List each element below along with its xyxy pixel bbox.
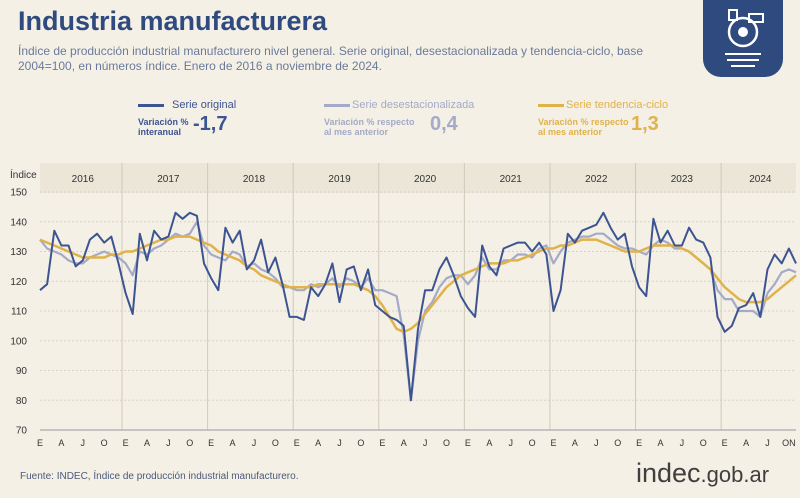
x-tick-label: E bbox=[636, 438, 642, 448]
stat-label-desest: Variación % respecto al mes anterior bbox=[324, 117, 415, 137]
y-tick-label: 80 bbox=[16, 396, 28, 407]
x-tick-label: O bbox=[443, 438, 450, 448]
year-label: 2017 bbox=[157, 174, 180, 185]
stat-label-line1: Variación % respecto bbox=[538, 117, 629, 127]
stat-label-line2: al mes anterior bbox=[538, 127, 603, 137]
legend-tendencia: Serie tendencia-ciclo bbox=[566, 99, 669, 111]
stat-label-line1: Variación % bbox=[138, 117, 189, 127]
x-tick-label: O bbox=[357, 438, 364, 448]
legend-swatch-original bbox=[138, 104, 164, 107]
x-tick-label: E bbox=[294, 438, 300, 448]
x-tick-label: A bbox=[657, 438, 663, 448]
brand-main: indec bbox=[636, 458, 701, 488]
production-index-chart: Índice 70 80 90 100 110 120 130 140 150 2016 2017 20… bbox=[10, 163, 797, 448]
indec-logo bbox=[703, 0, 783, 77]
stat-label-line1: Variación % respecto bbox=[324, 117, 415, 127]
stat-value-tendencia: 1,3 bbox=[631, 113, 659, 135]
y-tick-label: 70 bbox=[16, 426, 28, 437]
year-label: 2016 bbox=[72, 174, 95, 185]
factory-gear-icon bbox=[725, 9, 764, 67]
stat-label-tendencia: Variación % respecto al mes anterior bbox=[538, 117, 629, 137]
x-tick-label: ON bbox=[782, 438, 796, 448]
x-tick-label: E bbox=[722, 438, 728, 448]
x-tick-label: A bbox=[572, 438, 578, 448]
year-label: 2020 bbox=[414, 174, 437, 185]
x-tick-label: O bbox=[614, 438, 621, 448]
x-tick-label: J bbox=[765, 438, 770, 448]
year-label: 2024 bbox=[749, 174, 772, 185]
x-tick-label: A bbox=[315, 438, 321, 448]
legend-swatch-desest bbox=[324, 104, 350, 107]
x-tick-label: E bbox=[551, 438, 557, 448]
x-tick-label: A bbox=[743, 438, 749, 448]
x-tick-label: E bbox=[123, 438, 129, 448]
x-tick-label: E bbox=[465, 438, 471, 448]
x-tick-label: O bbox=[101, 438, 108, 448]
x-tick-label: A bbox=[486, 438, 492, 448]
year-label: 2019 bbox=[328, 174, 351, 185]
stat-label-original: Variación % interanual bbox=[138, 117, 189, 137]
y-axis-label: Índice bbox=[10, 168, 37, 181]
page-subtitle: Índice de producción industrial manufact… bbox=[18, 44, 644, 73]
year-label: 2018 bbox=[243, 174, 266, 185]
y-tick-label: 110 bbox=[11, 307, 27, 318]
x-tick-label: A bbox=[230, 438, 236, 448]
x-tick-label: A bbox=[58, 438, 64, 448]
year-label: 2023 bbox=[671, 174, 694, 185]
x-tick-label: J bbox=[680, 438, 685, 448]
indec-brand: indec.gob.ar bbox=[636, 458, 769, 489]
x-tick-label: J bbox=[508, 438, 513, 448]
legend-swatch-tendencia bbox=[538, 104, 564, 107]
legend-original: Serie original bbox=[172, 99, 237, 111]
stat-value-desest: 0,4 bbox=[430, 113, 458, 135]
x-tick-label: J bbox=[166, 438, 171, 448]
year-label: 2021 bbox=[500, 174, 523, 185]
y-tick-label: 120 bbox=[10, 277, 27, 288]
x-tick-label: E bbox=[37, 438, 43, 448]
year-band bbox=[40, 163, 796, 193]
y-tick-label: 130 bbox=[10, 247, 27, 258]
y-tick-label: 140 bbox=[10, 217, 27, 228]
series-line-tendencia bbox=[39, 235, 797, 334]
legend-desest: Serie desestacionalizada bbox=[352, 99, 475, 111]
x-tick-label: J bbox=[252, 438, 257, 448]
series-line-original bbox=[39, 211, 797, 402]
x-tick-label: J bbox=[81, 438, 86, 448]
x-tick-label: A bbox=[401, 438, 407, 448]
x-tick-label: J bbox=[423, 438, 428, 448]
x-tick-label: O bbox=[272, 438, 279, 448]
y-tick-label: 150 bbox=[10, 188, 27, 199]
x-tick-label: J bbox=[594, 438, 599, 448]
source-note: Fuente: INDEC, Índice de producción indu… bbox=[20, 471, 299, 482]
brand-suffix: .gob.ar bbox=[700, 462, 770, 487]
x-tick-label: O bbox=[700, 438, 707, 448]
year-label: 2022 bbox=[585, 174, 608, 185]
stat-label-line2: al mes anterior bbox=[324, 127, 389, 137]
page-title: Industria manufacturera bbox=[18, 6, 328, 36]
x-tick-label: E bbox=[379, 438, 385, 448]
x-tick-label: A bbox=[144, 438, 150, 448]
x-tick-label: O bbox=[529, 438, 536, 448]
x-tick-label: E bbox=[208, 438, 214, 448]
stat-value-original: -1,7 bbox=[193, 113, 228, 135]
y-tick-label: 100 bbox=[10, 336, 27, 347]
x-tick-label: J bbox=[337, 438, 342, 448]
y-tick-label: 90 bbox=[16, 366, 28, 377]
x-tick-label: O bbox=[186, 438, 193, 448]
stat-label-line2: interanual bbox=[138, 127, 182, 137]
